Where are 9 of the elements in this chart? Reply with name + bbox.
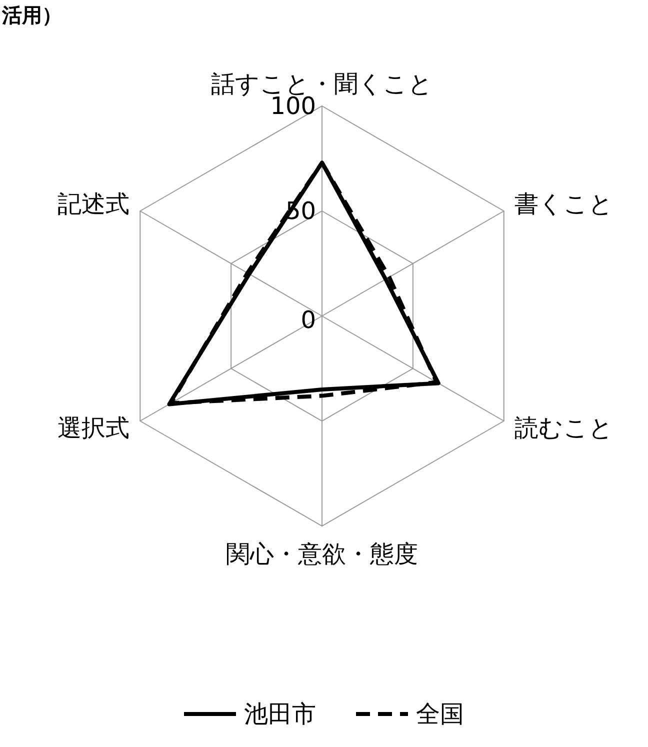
y-tick-label: 0 bbox=[300, 306, 316, 334]
spoke-label: 書くこと bbox=[514, 190, 614, 218]
spoke-label: 関心・意欲・態度 bbox=[226, 540, 418, 568]
spoke-label: 読むこと bbox=[514, 414, 614, 442]
spoke-label: 記述式 bbox=[58, 190, 130, 218]
chart-title: 活用） bbox=[1, 3, 62, 27]
legend-label: 池田市 bbox=[244, 700, 316, 728]
spoke-label: 選択式 bbox=[58, 414, 130, 442]
legend-label: 全国 bbox=[416, 700, 464, 728]
